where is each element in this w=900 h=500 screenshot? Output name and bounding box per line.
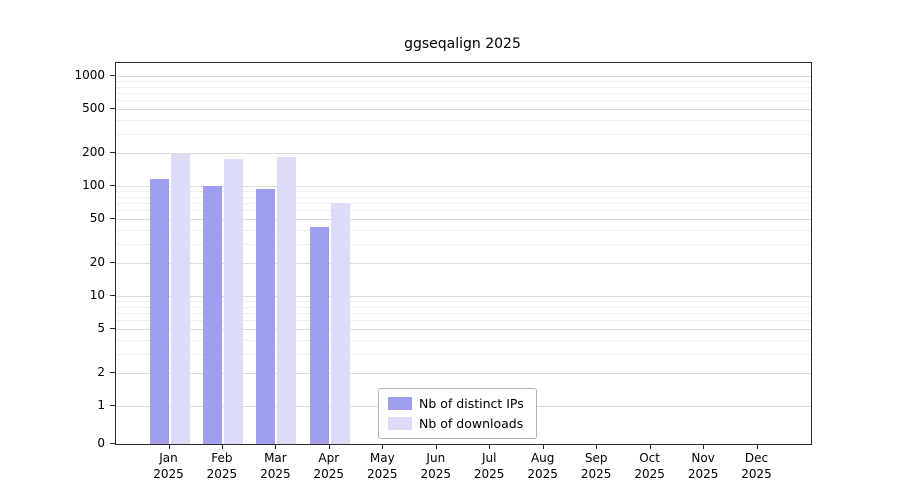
y-tick-label: 10: [89, 288, 105, 302]
x-tick-label: Apr 2025: [313, 451, 345, 481]
gridline-minor: [116, 339, 811, 341]
x-tick-label: Jun 2025: [420, 451, 452, 481]
gridline-major: [116, 296, 811, 297]
plot-area: [115, 62, 812, 445]
x-tick-mark: [542, 444, 544, 449]
x-tick-label: Feb 2025: [206, 451, 238, 481]
x-tick-mark: [382, 444, 384, 449]
legend-item-distinct-ips: Nb of distinct IPs: [388, 396, 524, 411]
y-tick-mark: [110, 108, 115, 110]
y-tick-label: 2: [97, 364, 105, 379]
gridline-minor: [116, 243, 811, 245]
y-tick-mark: [110, 75, 115, 76]
chart-title: ggseqalign 2025: [404, 36, 521, 52]
y-tick-mark: [110, 371, 115, 373]
legend-label-downloads: Nb of downloads: [419, 416, 524, 431]
bar-downloads: [277, 156, 297, 444]
y-tick-label: 5: [97, 321, 105, 336]
y-tick-mark: [110, 328, 115, 330]
gridline-minor: [116, 86, 811, 88]
gridline-minor: [116, 313, 811, 314]
x-tick-label: Jul 2025: [473, 451, 505, 481]
gridline-minor: [116, 320, 811, 322]
gridline-major: [116, 372, 811, 374]
x-tick-label: Nov 2025: [687, 451, 719, 481]
y-tick-label: 1000: [74, 68, 105, 82]
gridline-minor: [116, 203, 811, 204]
x-tick-label: Oct 2025: [634, 451, 665, 481]
gridline-minor: [116, 229, 811, 231]
x-tick-mark: [328, 444, 330, 449]
x-tick-mark: [756, 444, 758, 449]
gridline-major: [116, 186, 811, 187]
x-tick-mark: [168, 444, 170, 449]
gridline-major: [116, 109, 811, 111]
bar-downloads: [330, 203, 350, 444]
gridline-major: [116, 262, 811, 264]
gridline-minor: [116, 81, 811, 82]
y-tick-mark: [110, 218, 115, 220]
bar-downloads: [170, 154, 190, 444]
gridline-minor: [116, 100, 811, 102]
x-tick-mark: [703, 444, 705, 449]
y-tick-mark: [110, 295, 115, 296]
x-tick-mark: [435, 444, 437, 449]
bar-distinct-ips: [202, 186, 222, 444]
x-tick-mark: [489, 444, 491, 449]
x-tick-label: Mar 2025: [260, 451, 291, 481]
y-tick-label: 1: [97, 398, 105, 412]
x-tick-label: Jan 2025: [153, 451, 184, 481]
gridline-minor: [116, 306, 811, 308]
x-tick-mark: [649, 444, 651, 449]
x-tick-mark: [596, 444, 598, 449]
legend-swatch-distinct-ips: [388, 397, 412, 410]
x-tick-label: Sep 2025: [580, 451, 612, 481]
gridline-minor: [116, 353, 811, 355]
y-tick-label: 50: [89, 211, 105, 226]
legend-item-downloads: Nb of downloads: [388, 416, 524, 431]
legend-label-distinct-ips: Nb of distinct IPs: [419, 396, 524, 411]
gridline-minor: [116, 196, 811, 198]
gridline-major: [116, 152, 811, 154]
gridline-minor: [116, 133, 811, 135]
x-tick-mark: [275, 444, 277, 449]
gridline-minor: [116, 119, 811, 121]
y-tick-label: 100: [82, 178, 105, 192]
y-tick-mark: [110, 185, 115, 186]
bar-downloads: [223, 159, 243, 444]
y-tick-mark: [110, 443, 115, 444]
gridline-minor: [116, 301, 811, 302]
x-tick-label: Aug 2025: [527, 451, 558, 481]
legend-swatch-downloads: [388, 417, 412, 430]
gridline-minor: [116, 210, 811, 212]
y-tick-mark: [110, 151, 115, 153]
y-tick-label: 0: [97, 436, 105, 450]
bar-distinct-ips: [256, 188, 276, 444]
gridline-major: [116, 329, 811, 331]
y-tick-label: 20: [89, 254, 105, 269]
x-tick-mark: [221, 444, 223, 449]
gridline-minor: [116, 191, 811, 192]
gridline-major: [116, 219, 811, 221]
bar-distinct-ips: [149, 179, 169, 444]
y-tick-mark: [110, 405, 115, 406]
bar-distinct-ips: [309, 227, 329, 444]
x-tick-label: May 2025: [367, 451, 398, 481]
y-tick-label: 500: [82, 101, 105, 116]
gridline-major: [116, 76, 811, 77]
y-tick-mark: [110, 261, 115, 263]
gridline-minor: [116, 93, 811, 94]
y-tick-label: 200: [82, 144, 105, 159]
legend: Nb of distinct IPs Nb of downloads: [378, 388, 537, 439]
x-tick-label: Dec 2025: [741, 451, 772, 481]
